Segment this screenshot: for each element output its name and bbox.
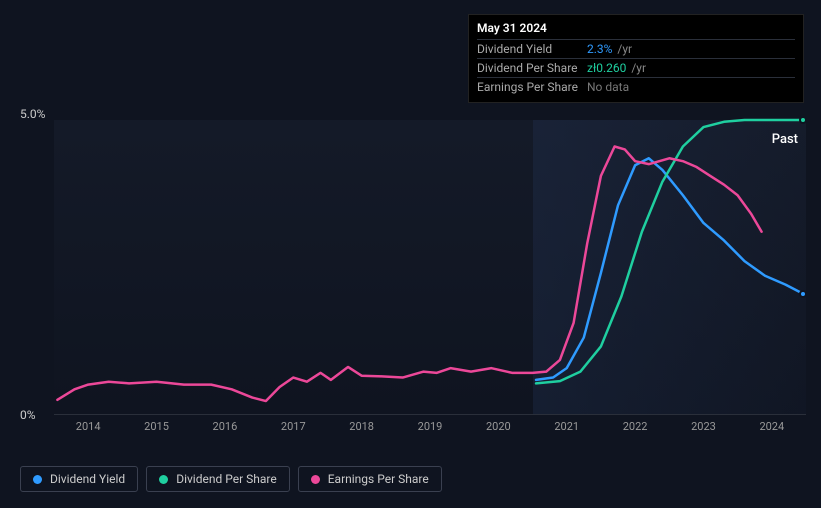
x-tick: 2023 [691, 420, 716, 433]
series-line [536, 158, 803, 380]
legend-swatch [311, 475, 320, 484]
legend-item[interactable]: Earnings Per Share [298, 466, 442, 492]
legend-label: Dividend Per Share [176, 472, 277, 486]
legend-label: Dividend Yield [50, 472, 125, 486]
tooltip-row-value: 2.3% /yr [587, 42, 632, 56]
x-axis: 2014 2015 2016 2017 2018 2019 2020 2021 2022 2023… [54, 420, 806, 440]
tooltip-row-label: Dividend Per Share [477, 61, 587, 75]
past-label: Past [772, 132, 798, 147]
x-tick: 2019 [418, 420, 443, 433]
chart: 5.0% 0% Past 2014 2015 2016 2017 2018 2019 202… [20, 100, 806, 445]
tooltip-row-label: Earnings Per Share [477, 80, 587, 94]
y-tick-min: 0% [20, 408, 36, 422]
series-line [57, 147, 761, 402]
hover-tooltip: May 31 2024 Dividend Yield2.3% /yrDivide… [468, 14, 804, 103]
legend: Dividend Yield Dividend Per Share Earnings… [20, 466, 442, 492]
x-tick: 2015 [144, 420, 169, 433]
tooltip-row-value: zł0.260 /yr [587, 61, 646, 75]
tooltip-date: May 31 2024 [477, 21, 795, 35]
x-tick: 2020 [486, 420, 511, 433]
x-tick: 2022 [623, 420, 648, 433]
legend-label: Earnings Per Share [328, 472, 429, 486]
legend-swatch [33, 475, 42, 484]
x-tick: 2018 [349, 420, 374, 433]
x-tick: 2017 [281, 420, 306, 433]
plot-area[interactable] [54, 120, 806, 415]
legend-item[interactable]: Dividend Yield [20, 466, 138, 492]
tooltip-row-label: Dividend Yield [477, 42, 587, 56]
tooltip-row-value: No data [587, 80, 629, 94]
x-tick: 2024 [759, 420, 784, 433]
x-tick: 2016 [213, 420, 238, 433]
legend-swatch [159, 475, 168, 484]
y-tick-max: 5.0% [20, 107, 45, 121]
legend-item[interactable]: Dividend Per Share [146, 466, 290, 492]
x-tick: 2014 [76, 420, 101, 433]
x-tick: 2021 [554, 420, 579, 433]
tooltip-row: Earnings Per ShareNo data [477, 77, 795, 96]
line-series-svg [54, 120, 806, 414]
tooltip-row: Dividend Yield2.3% /yr [477, 39, 795, 58]
series-end-marker [799, 116, 807, 124]
tooltip-row: Dividend Per Sharezł0.260 /yr [477, 58, 795, 77]
series-end-marker [799, 290, 807, 298]
